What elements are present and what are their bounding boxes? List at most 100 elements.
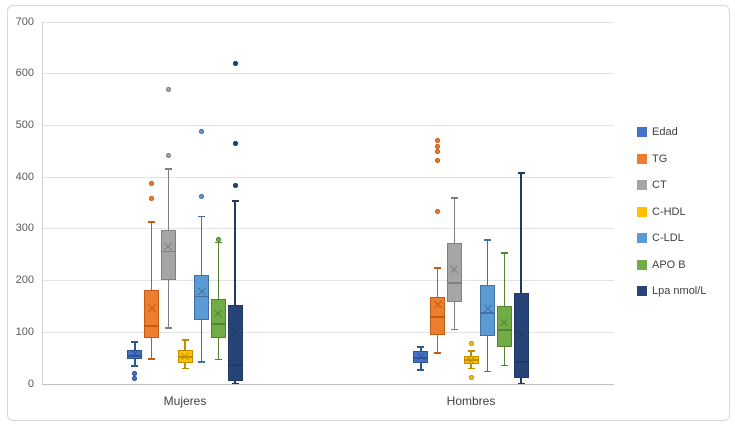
outlier-tg-hombres: [435, 148, 441, 154]
gridline-500: [42, 124, 614, 126]
box-lpa-nmol-l-mujeres: [227, 304, 243, 382]
gridline-300: [42, 228, 614, 230]
legend-label: TG: [652, 152, 668, 165]
outlier-lpa-nmol-l-mujeres: [232, 60, 238, 66]
outlier-lpa-nmol-l-mujeres: [232, 141, 238, 147]
whisker-cap-edad-hombres: [417, 369, 425, 371]
outlier-tg-hombres: [435, 138, 441, 144]
whisker-cap-lpa-nmol-l-hombres: [517, 382, 525, 385]
legend-swatch-icon: [637, 180, 647, 190]
legend-item-ct: CT: [637, 179, 667, 191]
whisker-cap-tg-mujeres: [148, 221, 156, 223]
mean-marker-lpa-nmol-l-hombres: [517, 330, 526, 339]
box-ct-mujeres: [160, 229, 176, 280]
median-apo-b-mujeres: [210, 323, 226, 325]
whisker-lpa-nmol-l-hombres: [520, 173, 522, 384]
whisker-cap-c-ldl-hombres: [484, 238, 492, 241]
outlier-tg-hombres: [435, 158, 441, 164]
outlier-c-ldl-mujeres: [199, 193, 205, 199]
whisker-cap-edad-mujeres: [131, 365, 139, 367]
whisker-cap-lpa-nmol-l-hombres: [517, 172, 525, 174]
outlier-c-ldl-mujeres: [199, 128, 205, 134]
mean-marker-edad-hombres: [416, 352, 425, 361]
box-apo-b-hombres: [496, 306, 512, 348]
whisker-cap-lpa-nmol-l-mujeres: [231, 382, 239, 385]
median-ct-mujeres: [160, 250, 176, 253]
outlier-edad-mujeres: [132, 376, 138, 382]
gridline-100: [42, 331, 614, 333]
y-tick-200: 200: [15, 274, 34, 287]
x-category-label-mujeres: Mujeres: [163, 394, 207, 408]
legend-label: CT: [652, 179, 667, 191]
whisker-cap-tg-mujeres: [148, 358, 156, 360]
box-apo-b-mujeres: [210, 298, 226, 338]
legend-label: C-HDL: [652, 205, 686, 218]
whisker-cap-c-hdl-mujeres: [181, 339, 189, 341]
mean-marker-tg-mujeres: [147, 305, 156, 314]
legend-item-lpa-nmol-l: Lpa nmol/L: [637, 285, 706, 297]
mean-marker-apo-b-hombres: [500, 318, 509, 327]
legend-item-c-ldl: C-LDL: [637, 232, 684, 244]
outlier-lpa-nmol-l-mujeres: [232, 182, 238, 188]
median-tg-mujeres: [144, 325, 160, 327]
whisker-cap-edad-mujeres: [131, 341, 139, 343]
legend-swatch-icon: [637, 206, 647, 217]
median-lpa-nmol-l-hombres: [513, 361, 529, 363]
mean-marker-c-ldl-mujeres: [197, 287, 206, 296]
whisker-cap-lpa-nmol-l-mujeres: [231, 200, 239, 202]
median-lpa-nmol-l-mujeres: [227, 364, 243, 366]
gridline-600: [42, 73, 614, 75]
median-c-ldl-mujeres: [194, 295, 210, 298]
y-axis-line: [42, 22, 43, 384]
mean-marker-apo-b-mujeres: [214, 309, 223, 318]
median-tg-hombres: [430, 316, 446, 318]
legend-item-tg: TG: [637, 153, 667, 165]
legend-label: Lpa nmol/L: [652, 285, 707, 297]
y-tick-300: 300: [15, 222, 34, 235]
outlier-apo-b-mujeres: [215, 237, 221, 243]
whisker-cap-c-ldl-mujeres: [198, 360, 206, 363]
box-c-ldl-mujeres: [194, 274, 210, 320]
whisker-cap-c-ldl-hombres: [484, 370, 492, 373]
mean-marker-ct-hombres: [450, 265, 459, 274]
whisker-cap-apo-b-mujeres: [214, 241, 222, 244]
x-category-label-hombres: Hombres: [446, 394, 496, 408]
mean-marker-ct-mujeres: [164, 242, 173, 251]
whisker-cap-ct-hombres: [450, 328, 458, 331]
median-apo-b-hombres: [496, 329, 512, 331]
y-tick-100: 100: [15, 325, 34, 338]
box-ct-hombres: [446, 242, 462, 303]
mean-marker-edad-mujeres: [130, 350, 139, 359]
y-tick-600: 600: [15, 67, 34, 80]
gridline-400: [42, 176, 614, 178]
median-c-ldl-hombres: [480, 312, 496, 314]
legend-label: C-LDL: [652, 232, 684, 244]
outlier-ct-mujeres: [165, 152, 171, 158]
legend-swatch-icon: [637, 127, 647, 137]
y-tick-0: 0: [27, 377, 34, 390]
legend-item-edad: Edad: [637, 126, 678, 138]
outlier-tg-mujeres: [149, 181, 155, 187]
legend-label: APO B: [652, 258, 686, 271]
y-tick-700: 700: [15, 15, 34, 28]
whisker-cap-apo-b-hombres: [500, 252, 508, 254]
legend-label: Edad: [652, 126, 678, 138]
legend-item-apo-b: APO B: [637, 259, 686, 271]
outlier-c-hdl-hombres: [468, 375, 474, 381]
whisker-cap-ct-hombres: [450, 197, 458, 199]
gridline-200: [42, 280, 614, 282]
gridline-0: [42, 383, 614, 385]
y-tick-500: 500: [15, 118, 34, 131]
legend-swatch-icon: [637, 286, 647, 296]
whisker-cap-ct-mujeres: [164, 327, 172, 329]
whisker-cap-c-hdl-mujeres: [181, 367, 189, 370]
gridline-700: [42, 21, 614, 23]
legend-swatch-icon: [637, 259, 647, 270]
whisker-cap-tg-hombres: [434, 352, 442, 354]
box-tg-mujeres: [144, 289, 160, 338]
median-edad-mujeres: [127, 355, 143, 357]
mean-marker-c-hdl-mujeres: [181, 352, 190, 361]
whisker-cap-c-hdl-hombres: [467, 350, 475, 352]
